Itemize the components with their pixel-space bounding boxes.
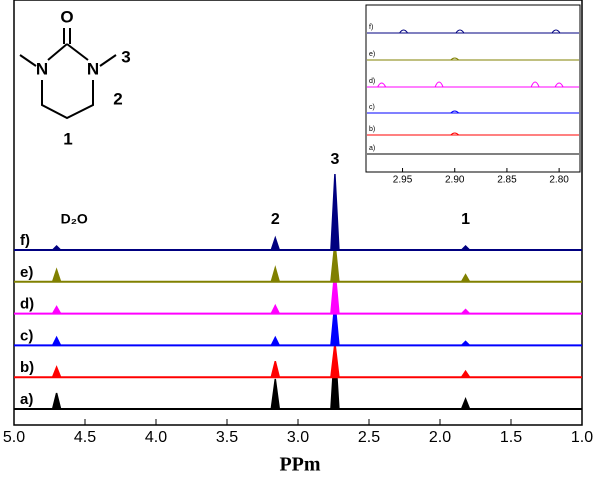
peak (461, 308, 471, 315)
ring (41, 80, 94, 120)
x-tick-label: 2.0 (429, 429, 451, 446)
inset-peak (399, 29, 408, 34)
inset-peak (450, 57, 460, 61)
inset-series-label: d) (369, 78, 375, 85)
peak-annotation: 3 (330, 151, 339, 168)
inset-peak (551, 29, 561, 34)
peak (270, 303, 280, 314)
inset-x-tick-label: 2.90 (445, 175, 465, 186)
inset-peak (377, 82, 387, 88)
peak (51, 335, 62, 346)
x-tick-label: 3.0 (287, 429, 309, 446)
series-label: f) (20, 232, 30, 249)
peak (460, 396, 471, 410)
peak (330, 343, 340, 378)
peak (270, 335, 280, 346)
peak (270, 361, 281, 378)
bond (99, 54, 117, 67)
peak (460, 369, 471, 378)
series-label: a) (20, 391, 33, 408)
inset-peak (450, 110, 460, 114)
atom-label: N (87, 59, 99, 78)
peak (52, 244, 62, 251)
inset-peak (450, 132, 460, 136)
peak-annotation: D₂O (61, 211, 88, 227)
peak (270, 378, 281, 410)
inset-series-label: f) (369, 24, 373, 31)
bond (19, 54, 37, 67)
atom-label: N (36, 59, 48, 78)
peak-annotation: 1 (461, 211, 470, 228)
x-tick-label: 4.5 (74, 429, 96, 446)
position-label: 2 (113, 89, 122, 108)
inset-series-label: c) (369, 104, 375, 111)
peak-annotation: 2 (271, 211, 280, 228)
peak (461, 244, 471, 251)
inset-peak (455, 29, 465, 34)
peak (51, 267, 62, 283)
atom-label: O (60, 7, 73, 26)
inset-frame (365, 4, 581, 173)
peak (51, 365, 62, 378)
peak (461, 340, 471, 346)
x-tick-label: 3.5 (216, 429, 238, 446)
inset-peak (434, 81, 444, 88)
inset-peak (530, 81, 540, 88)
bond (47, 43, 68, 61)
peak (51, 305, 62, 314)
x-tick-label: 4.0 (145, 429, 167, 446)
inset-series-label: e) (369, 51, 375, 58)
inset-x-tick-label: 2.85 (497, 175, 517, 186)
inset-series-label: a) (369, 145, 375, 152)
inset-peak (554, 82, 564, 88)
peak (330, 173, 340, 251)
x-tick-label: 2.5 (358, 429, 380, 446)
x-tick-label: 5.0 (3, 429, 25, 446)
x-axis-label: PPm (279, 454, 320, 476)
position-label: 3 (121, 47, 130, 66)
series-label: e) (20, 264, 33, 281)
bond (66, 43, 89, 61)
peak (51, 392, 62, 410)
molecule-labels: O N N 3 2 1 (36, 7, 131, 148)
series-label: c) (20, 327, 33, 344)
inset-series-label: b) (369, 126, 375, 133)
peak (460, 273, 471, 283)
series-label: b) (20, 359, 34, 376)
series-label: d) (20, 296, 34, 313)
molecule (19, 28, 117, 120)
position-label: 1 (63, 129, 72, 148)
peak (270, 235, 280, 251)
x-tick-label: 1.5 (500, 429, 522, 446)
peak (270, 265, 281, 283)
inset-x-tick-label: 2.80 (549, 175, 569, 186)
inset-x-tick-label: 2.95 (393, 175, 413, 186)
x-tick-label: 1.0 (571, 429, 593, 446)
